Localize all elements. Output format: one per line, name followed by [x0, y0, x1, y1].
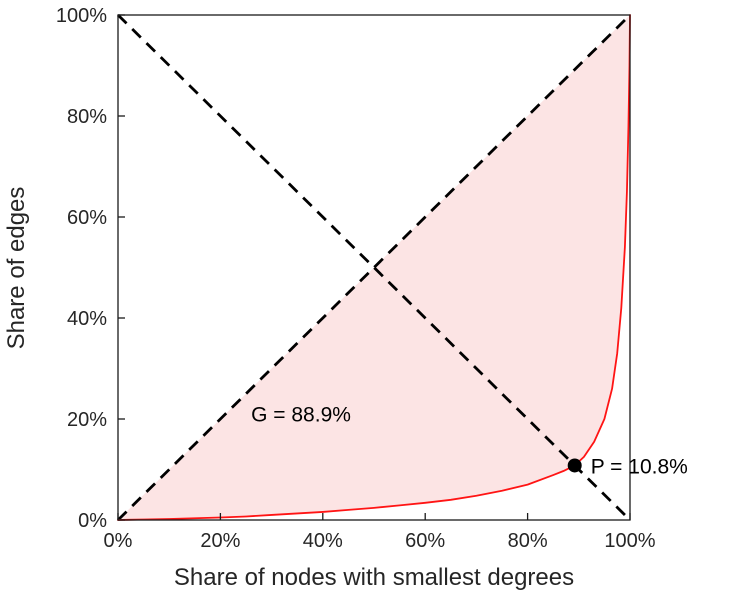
series-layer — [117, 14, 631, 521]
y-tick-label: 80% — [67, 106, 107, 128]
y-tick-label: 0% — [78, 510, 107, 532]
p-annotation: P = 10.8% — [591, 455, 688, 478]
y-tick-label: 60% — [67, 207, 107, 229]
x-tick-label: 80% — [508, 530, 548, 552]
axes-layer: 0% 20% 40% 60% 80% 100% 0% 20% 40% 60% 80% 100% — [56, 5, 656, 552]
y-tick-label: 100% — [56, 5, 107, 27]
lorenz-curve — [117, 14, 631, 521]
plot-box — [117, 14, 631, 521]
intersection-point — [567, 458, 582, 473]
gini-area-fill — [118, 15, 630, 520]
gini-annotation: G = 88.9% — [251, 404, 351, 427]
marker-layer — [567, 458, 582, 473]
x-axis-title: Share of nodes with smallest degrees — [174, 564, 574, 591]
x-tick-label: 0% — [104, 530, 133, 552]
y-tick-label: 40% — [67, 308, 107, 330]
x-tick-label: 40% — [303, 530, 343, 552]
y-axis-title: Share of edges — [3, 187, 30, 350]
y-tick-label: 20% — [67, 409, 107, 431]
gini-area-layer — [118, 15, 630, 520]
x-tick-label: 100% — [604, 530, 655, 552]
x-tick-label: 60% — [405, 530, 445, 552]
x-tick-label: 20% — [200, 530, 240, 552]
